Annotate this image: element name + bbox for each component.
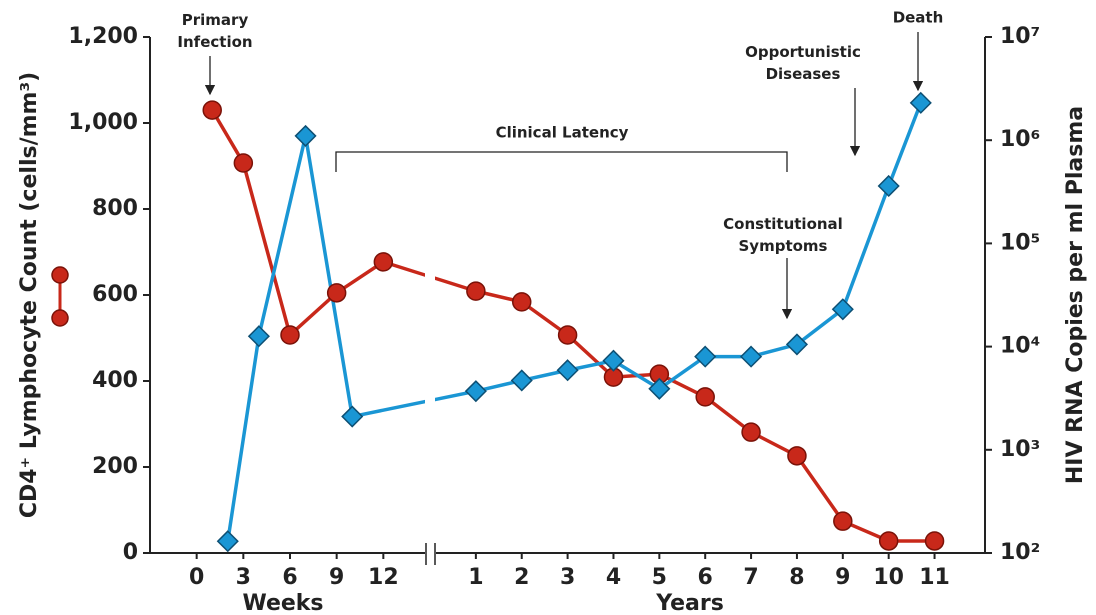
x-tick-label: 3 xyxy=(236,565,251,590)
axis-break-mark xyxy=(425,543,436,565)
point xyxy=(557,325,578,345)
point xyxy=(556,359,579,382)
y-tick-label: 200 xyxy=(92,454,138,479)
y2-axis-label: HIV RNA Copies per ml Plasma xyxy=(1063,106,1088,484)
point xyxy=(326,283,347,303)
point xyxy=(247,325,270,348)
point xyxy=(280,325,300,345)
point xyxy=(466,281,486,301)
axis-frame xyxy=(149,37,986,554)
y-tick-label: 600 xyxy=(92,282,138,307)
annotation-bracket xyxy=(335,151,788,172)
series-line xyxy=(475,102,923,393)
y-axis-label: CD4⁺ Lymphocyte Count (cells/mm³) xyxy=(17,72,42,518)
point xyxy=(924,531,945,551)
x-tick-label: 6 xyxy=(282,565,297,590)
y2-tick-label: 10⁵ xyxy=(1000,230,1040,255)
point xyxy=(294,124,317,147)
y2-tick-label: 10² xyxy=(1000,540,1040,565)
x-tick-label: 3 xyxy=(560,565,575,590)
point xyxy=(373,252,394,272)
point xyxy=(510,369,533,392)
y-tick-label: 1,200 xyxy=(68,24,138,49)
plot xyxy=(202,37,945,553)
axis-break xyxy=(425,540,436,565)
point xyxy=(694,345,717,368)
x-tick-label: 11 xyxy=(919,565,950,590)
point xyxy=(831,298,854,321)
series-line xyxy=(226,135,354,542)
x-tick-label: 0 xyxy=(189,565,204,590)
y2-tick-label: 10⁷ xyxy=(1000,24,1040,49)
point xyxy=(785,333,809,356)
x-tick-label: 9 xyxy=(835,565,850,590)
x-tick-label: 7 xyxy=(743,565,758,590)
y2-tick-label: 10⁴ xyxy=(1000,334,1040,359)
x-tick-label: 4 xyxy=(606,565,621,590)
point xyxy=(833,511,853,531)
y2-tick-label: 10⁶ xyxy=(1000,127,1040,152)
annotation: Opportunistic Diseases xyxy=(745,43,861,83)
point xyxy=(648,377,671,400)
point xyxy=(202,100,222,120)
point xyxy=(695,387,715,407)
series-line xyxy=(210,109,385,339)
point xyxy=(233,153,254,173)
y-tick-label: 1,000 xyxy=(68,110,138,135)
y-tick-label: 400 xyxy=(92,368,138,393)
x-tick-label: 9 xyxy=(329,565,344,590)
line-break xyxy=(425,37,435,538)
x-tick-label: 12 xyxy=(368,565,399,590)
point xyxy=(602,349,625,372)
point xyxy=(878,531,899,551)
y2-tick-label: 10³ xyxy=(1000,437,1040,462)
x-tick-label: 8 xyxy=(789,565,804,590)
point xyxy=(464,380,487,403)
annotation: Primary Infection xyxy=(177,11,252,51)
x-tick-label: 6 xyxy=(698,565,713,590)
legend-icon xyxy=(51,266,69,327)
x-tick-label: 2 xyxy=(514,565,529,590)
point xyxy=(877,174,900,198)
point xyxy=(216,530,239,553)
point xyxy=(909,91,932,114)
point xyxy=(787,446,807,466)
point xyxy=(741,422,761,442)
point xyxy=(341,405,364,428)
point xyxy=(740,345,763,368)
annotation: Death xyxy=(893,9,944,27)
annotation: Clinical Latency xyxy=(496,124,629,142)
x-axis-label: Weeks xyxy=(242,591,323,615)
annotation: Constitutional Symptoms xyxy=(723,215,843,255)
x-tick-label: 5 xyxy=(652,565,667,590)
x-tick-label: 1 xyxy=(468,565,483,590)
series-line xyxy=(475,289,935,543)
y-tick-label: 800 xyxy=(92,196,138,221)
y-tick-label: 0 xyxy=(123,540,138,565)
series-line xyxy=(351,389,477,419)
x-axis-label: Years xyxy=(655,591,724,615)
point xyxy=(511,292,532,312)
x-tick-label: 10 xyxy=(873,565,904,590)
